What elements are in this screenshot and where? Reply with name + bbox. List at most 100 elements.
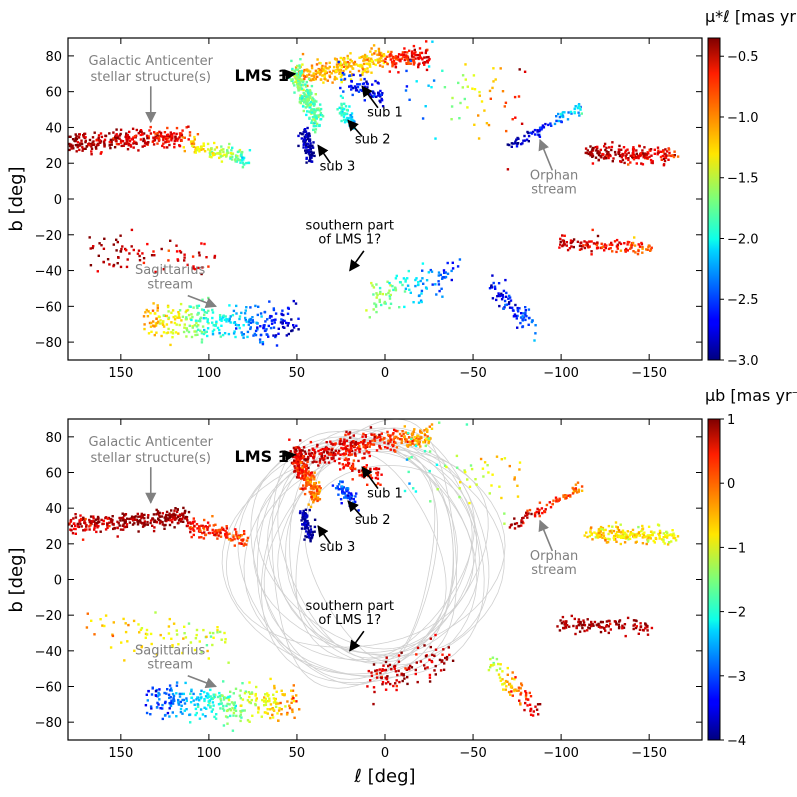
star-point [192,142,196,145]
star-point [116,262,119,265]
star-point [78,520,81,524]
star-point [376,474,379,477]
star-point [383,446,387,449]
star-point [310,476,313,479]
annotation-text: stream [147,658,193,673]
star-point [657,149,660,152]
star-point [508,464,511,468]
star-point [297,317,300,320]
star-point [183,709,186,712]
star-point [292,699,296,703]
star-point [204,525,207,528]
star-point [145,693,148,696]
star-point [604,625,608,628]
star-point [403,51,407,54]
star-point [232,703,236,706]
star-point [90,150,93,153]
star-point [591,146,595,150]
star-point [408,440,411,443]
star-point [383,441,386,444]
star-point [426,666,429,669]
star-point [599,527,602,530]
star-point [317,107,320,110]
star-point [522,521,525,525]
y-tick-label: 80 [45,431,62,446]
star-point [586,618,589,621]
star-point [615,245,619,248]
star-point [118,524,121,527]
star-point [249,701,252,705]
star-point [402,53,406,57]
star-point [186,329,189,332]
star-point [195,523,199,526]
star-point [313,476,316,479]
star-point [143,323,146,326]
star-point [310,530,313,533]
star-point [596,150,600,153]
star-point [446,272,450,275]
star-point [259,333,263,337]
star-point [213,256,216,259]
star-point [97,254,100,257]
star-point [303,492,307,496]
star-point [574,487,577,490]
star-point [667,158,670,161]
star-point [134,518,137,521]
star-point [308,117,311,120]
star-point [562,495,565,499]
star-point [175,510,179,513]
star-point [525,315,528,318]
star-point [412,55,415,59]
star-point [437,271,441,274]
star-point [170,133,174,136]
star-point [503,105,506,108]
star-point [210,697,213,701]
star-point [424,49,428,53]
star-point [123,525,126,529]
star-point [218,328,221,332]
star-point [313,495,316,498]
star-point [485,122,489,125]
star-point [300,71,304,74]
star-point [202,142,205,145]
star-point [303,128,307,131]
star-point [599,630,603,634]
star-point [590,240,593,243]
star-point [591,153,594,156]
star-point [415,80,418,83]
star-point [575,626,578,629]
star-point [469,464,473,467]
star-point [441,276,444,279]
star-point [504,679,508,683]
star-point [161,520,164,524]
star-point [151,524,154,527]
star-point [304,97,307,101]
star-point [310,156,313,159]
star-point [307,152,311,155]
star-point [368,454,371,458]
star-point [164,523,167,527]
star-point [511,694,514,697]
star-point [350,453,353,456]
star-point [212,328,216,332]
star-point [353,85,357,88]
star-point [189,641,193,644]
star-point [274,697,277,701]
star-point [144,636,147,639]
star-point [497,294,501,297]
star-point [205,635,208,638]
star-point [181,136,184,139]
star-point [230,539,233,542]
star-point [153,325,156,328]
star-point [97,134,101,137]
star-point [614,532,618,536]
star-point [146,315,150,318]
star-point [270,319,274,322]
star-point [617,152,620,155]
star-point [300,519,303,522]
star-point [138,254,141,258]
star-point [350,115,354,119]
star-point [86,612,89,615]
star-point [412,52,415,55]
star-point [208,524,211,527]
